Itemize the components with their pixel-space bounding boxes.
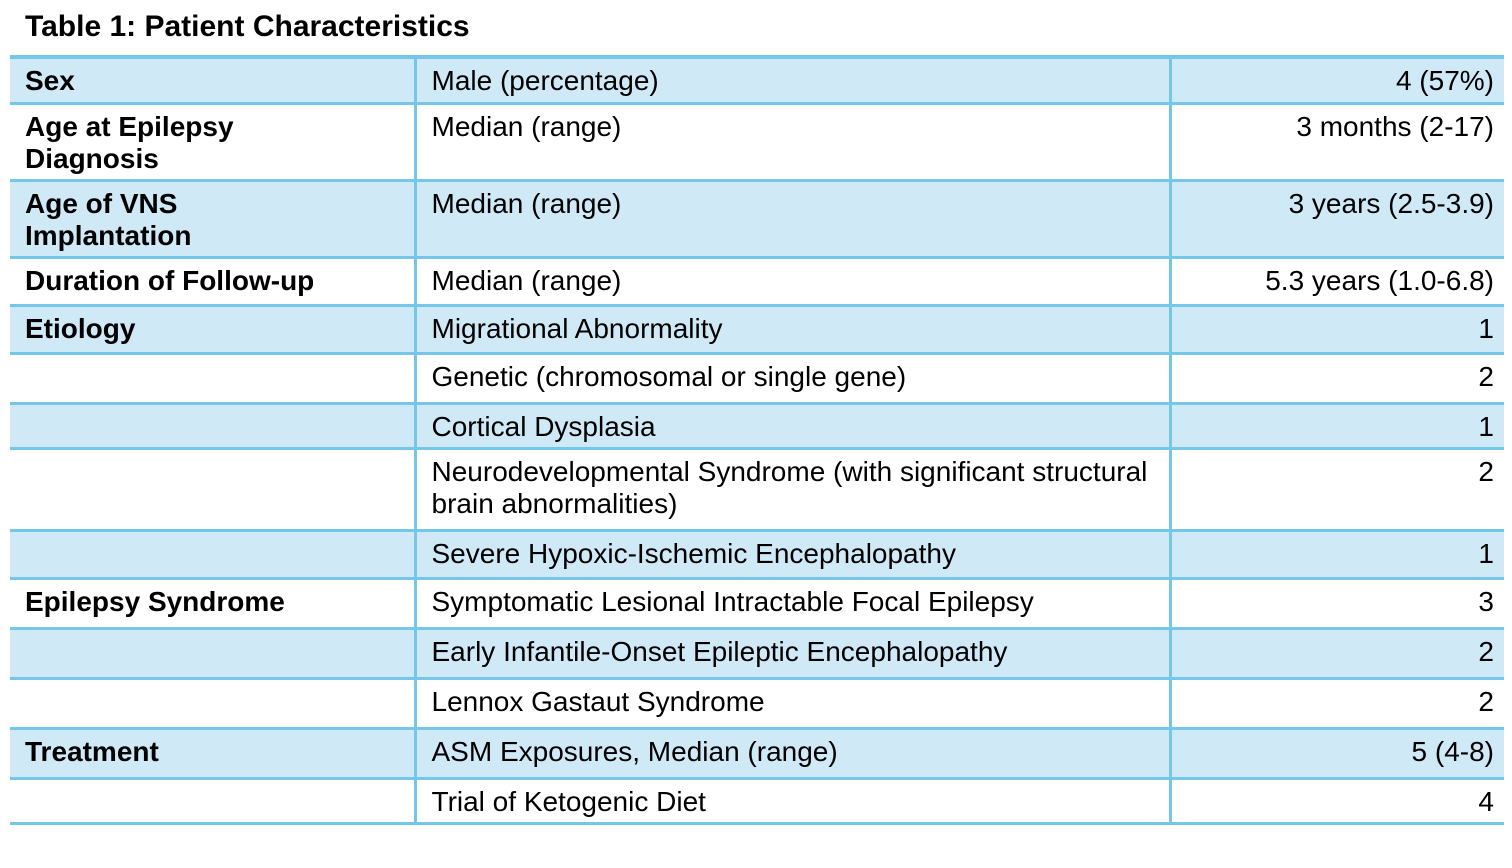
value-cell: 5.3 years (1.0-6.8) <box>1170 257 1504 307</box>
measure-cell: Trial of Ketogenic Diet <box>415 778 1172 825</box>
category-cell: Epilepsy Syndrome <box>10 578 417 630</box>
table-row: Lennox Gastaut Syndrome 2 <box>10 678 1504 730</box>
value-cell: 1 <box>1170 530 1504 580</box>
value-cell: 4 (57%) <box>1170 57 1504 105</box>
category-cell: Sex <box>10 57 417 105</box>
value-cell: 3 months (2-17) <box>1170 103 1504 182</box>
measure-cell: Median (range) <box>415 257 1172 307</box>
table-row: Neurodevelopmental Syndrome (with signif… <box>10 448 1504 532</box>
category-cell <box>10 448 417 532</box>
value-cell: 3 <box>1170 578 1504 630</box>
value-cell: 2 <box>1170 678 1504 730</box>
value-cell: 1 <box>1170 305 1504 355</box>
measure-cell: Migrational Abnormality <box>415 305 1172 355</box>
category-cell <box>10 353 417 405</box>
patient-characteristics-table: Sex Male (percentage) 4 (57%) Age at Epi… <box>10 55 1504 825</box>
value-cell: 2 <box>1170 628 1504 680</box>
table-row: Age at Epilepsy Diagnosis Median (range)… <box>10 103 1504 182</box>
value-cell: 1 <box>1170 403 1504 450</box>
measure-cell: Early Infantile-Onset Epileptic Encephal… <box>415 628 1172 680</box>
patient-characteristics-table-body: Sex Male (percentage) 4 (57%) Age at Epi… <box>10 57 1504 825</box>
measure-cell: Median (range) <box>415 180 1172 259</box>
table-row: Duration of Follow-up Median (range) 5.3… <box>10 257 1504 307</box>
category-cell <box>10 778 417 825</box>
table-row: Early Infantile-Onset Epileptic Encephal… <box>10 628 1504 680</box>
measure-cell: Median (range) <box>415 103 1172 182</box>
table-row: Sex Male (percentage) 4 (57%) <box>10 57 1504 105</box>
table-row: Etiology Migrational Abnormality 1 <box>10 305 1504 355</box>
table-row: Severe Hypoxic-Ischemic Encephalopathy 1 <box>10 530 1504 580</box>
measure-cell: Cortical Dysplasia <box>415 403 1172 450</box>
measure-cell: Lennox Gastaut Syndrome <box>415 678 1172 730</box>
category-cell: Age of VNS Implantation <box>10 180 417 259</box>
category-cell <box>10 403 417 450</box>
value-cell: 4 <box>1170 778 1504 825</box>
table-row: Genetic (chromosomal or single gene) 2 <box>10 353 1504 405</box>
value-cell: 5 (4-8) <box>1170 728 1504 780</box>
measure-cell: Neurodevelopmental Syndrome (with signif… <box>415 448 1172 532</box>
table-row: Trial of Ketogenic Diet 4 <box>10 778 1504 825</box>
value-cell: 2 <box>1170 353 1504 405</box>
category-cell: Age at Epilepsy Diagnosis <box>10 103 417 182</box>
category-cell: Treatment <box>10 728 417 780</box>
measure-cell: ASM Exposures, Median (range) <box>415 728 1172 780</box>
measure-cell: Genetic (chromosomal or single gene) <box>415 353 1172 405</box>
measure-cell: Symptomatic Lesional Intractable Focal E… <box>415 578 1172 630</box>
measure-cell: Severe Hypoxic-Ischemic Encephalopathy <box>415 530 1172 580</box>
page-title: Table 1: Patient Characteristics <box>25 10 470 43</box>
category-cell <box>10 628 417 680</box>
category-cell: Duration of Follow-up <box>10 257 417 307</box>
measure-cell: Male (percentage) <box>415 57 1172 105</box>
category-cell: Etiology <box>10 305 417 355</box>
category-cell <box>10 530 417 580</box>
table-row: Epilepsy Syndrome Symptomatic Lesional I… <box>10 578 1504 630</box>
value-cell: 2 <box>1170 448 1504 532</box>
table-row: Age of VNS Implantation Median (range) 3… <box>10 180 1504 259</box>
table-row: Treatment ASM Exposures, Median (range) … <box>10 728 1504 780</box>
value-cell: 3 years (2.5-3.9) <box>1170 180 1504 259</box>
category-cell <box>10 678 417 730</box>
table-row: Cortical Dysplasia 1 <box>10 403 1504 450</box>
